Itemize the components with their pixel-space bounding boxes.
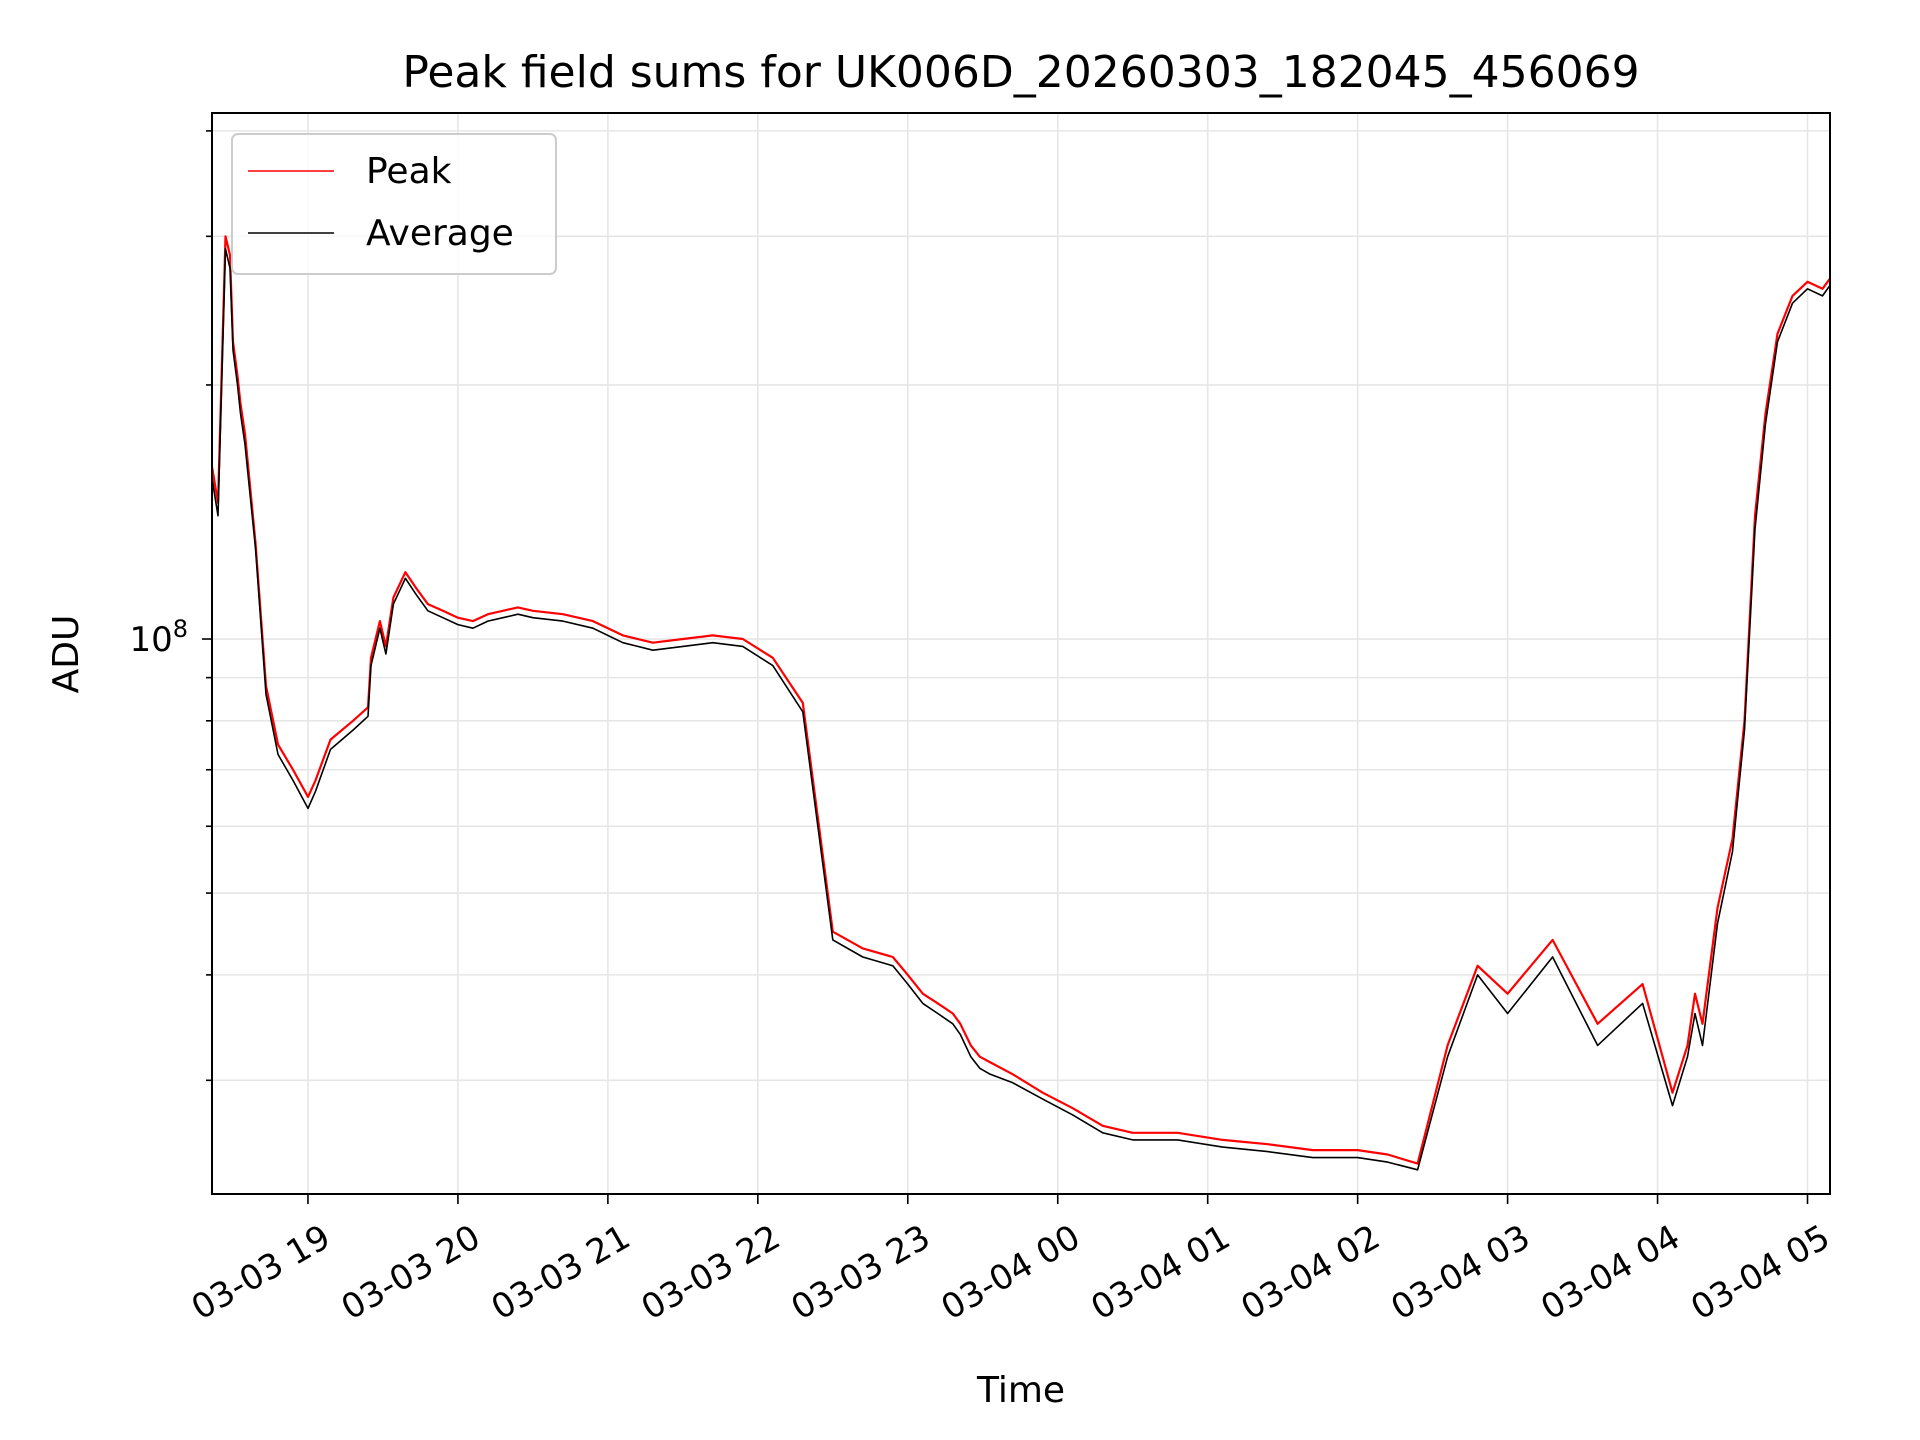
- legend-box: [231, 133, 557, 275]
- y-axis-label: ADU: [46, 615, 87, 694]
- legend: Peak Average: [231, 133, 557, 275]
- series-line-average: [212, 248, 1830, 1171]
- legend-label-peak: Peak: [366, 151, 452, 192]
- series-layer: [212, 235, 1830, 1171]
- plot-frame: [211, 112, 1831, 1195]
- x-axis-label: Time: [976, 1370, 1065, 1411]
- series-line-peak: [212, 235, 1830, 1165]
- y-axis-ticks: 108: [129, 130, 212, 1082]
- y-tick-label-exponent: 8: [173, 615, 188, 643]
- y-tick-label: 108: [129, 615, 188, 660]
- chart-title: Peak field sums for UK006D_20260303_1820…: [402, 47, 1639, 98]
- grid: [212, 113, 1830, 1194]
- y-tick-label-base: 10: [129, 620, 172, 660]
- legend-label-average: Average: [366, 213, 514, 254]
